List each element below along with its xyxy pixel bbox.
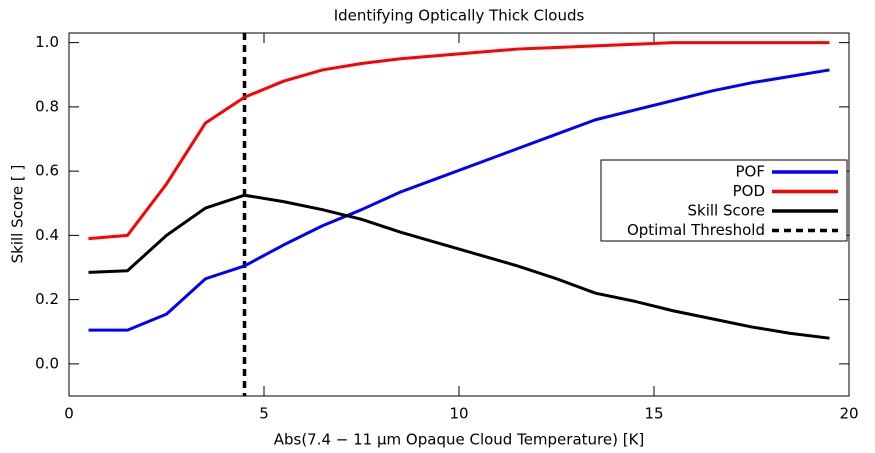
series-line [88,68,830,332]
y-axis-label: Skill Score [ ] [9,165,27,264]
x-tick-label: 5 [259,405,269,423]
series-line [88,193,830,340]
series-line [88,41,830,241]
x-tick-label: 0 [64,405,74,423]
x-axis-label: Abs(7.4 − 11 μm Opaque Cloud Temperature… [274,431,645,449]
legend-label: Skill Score [688,202,766,220]
y-tick-label: 0.2 [35,290,59,308]
legend-label: Optimal Threshold [627,221,765,239]
legend-label: POF [736,163,765,181]
y-tick-label: 0.8 [35,97,59,115]
y-tick-label: 0.6 [35,162,59,180]
x-tick-label: 20 [839,405,858,423]
y-tick-label: 1.0 [35,33,59,51]
y-tick-label: 0.4 [35,226,59,244]
y-tick-label: 0.0 [35,354,59,372]
chart-title: Identifying Optically Thick Clouds [334,7,585,25]
x-tick-label: 15 [644,405,663,423]
x-tick-label: 10 [449,405,468,423]
legend-label: POD [733,182,765,200]
